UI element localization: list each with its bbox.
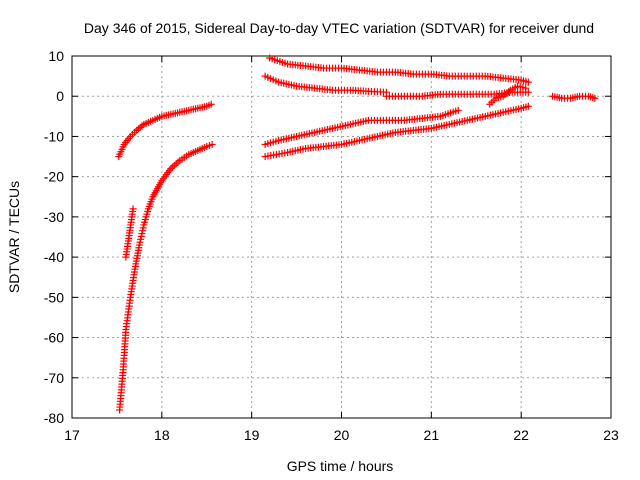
- series-track-h: [261, 102, 532, 161]
- y-tick-label: -70: [44, 370, 64, 386]
- series-track-b: [116, 140, 216, 414]
- x-tick-label: 17: [64, 427, 80, 443]
- axis-ticks: 17 18 19 20 21 22 23 -80 -70 -60 -50 -40 -30 -20 -10 0 1…: [44, 48, 619, 443]
- x-axis-label: GPS time / hours: [287, 458, 394, 474]
- x-tick-label: 23: [603, 427, 619, 443]
- series-track-d: [266, 54, 532, 86]
- data-point: [524, 88, 532, 96]
- y-tick-label: -40: [44, 249, 64, 265]
- series-track-a: [115, 100, 215, 161]
- y-tick-label: -50: [44, 289, 64, 305]
- x-tick-label: 20: [334, 427, 350, 443]
- x-tick-label: 19: [244, 427, 260, 443]
- data-point: [591, 94, 599, 102]
- y-tick-label: -30: [44, 209, 64, 225]
- data-point: [524, 78, 532, 86]
- y-tick-label: -10: [44, 128, 64, 144]
- data-point: [208, 140, 216, 148]
- grid-lines: [72, 56, 611, 418]
- y-axis-label: SDTVAR / TECUs: [6, 181, 22, 293]
- data-point: [129, 205, 137, 213]
- series-track-i: [486, 82, 530, 108]
- data-point: [170, 161, 178, 169]
- series-track-f: [382, 88, 532, 100]
- x-tick-label: 22: [513, 427, 529, 443]
- chart-title: Day 346 of 2015, Sidereal Day-to-day VTE…: [84, 20, 594, 36]
- data-point: [454, 106, 462, 114]
- series-track-c: [122, 205, 137, 261]
- series-track-j: [549, 92, 599, 102]
- data-point: [174, 158, 182, 166]
- y-tick-label: -20: [44, 169, 64, 185]
- data-point: [169, 163, 177, 171]
- y-tick-label: 10: [48, 48, 64, 64]
- x-tick-label: 21: [424, 427, 440, 443]
- data-point: [524, 102, 532, 110]
- x-tick-label: 18: [154, 427, 170, 443]
- y-tick-label: -80: [44, 410, 64, 426]
- series-track-e: [261, 72, 390, 96]
- data-point: [522, 84, 530, 92]
- y-tick-label: -60: [44, 330, 64, 346]
- series-track-g: [261, 106, 462, 148]
- y-tick-label: 0: [56, 88, 64, 104]
- data-point: [207, 100, 215, 108]
- data-point: [172, 160, 180, 168]
- data-points: [115, 54, 599, 414]
